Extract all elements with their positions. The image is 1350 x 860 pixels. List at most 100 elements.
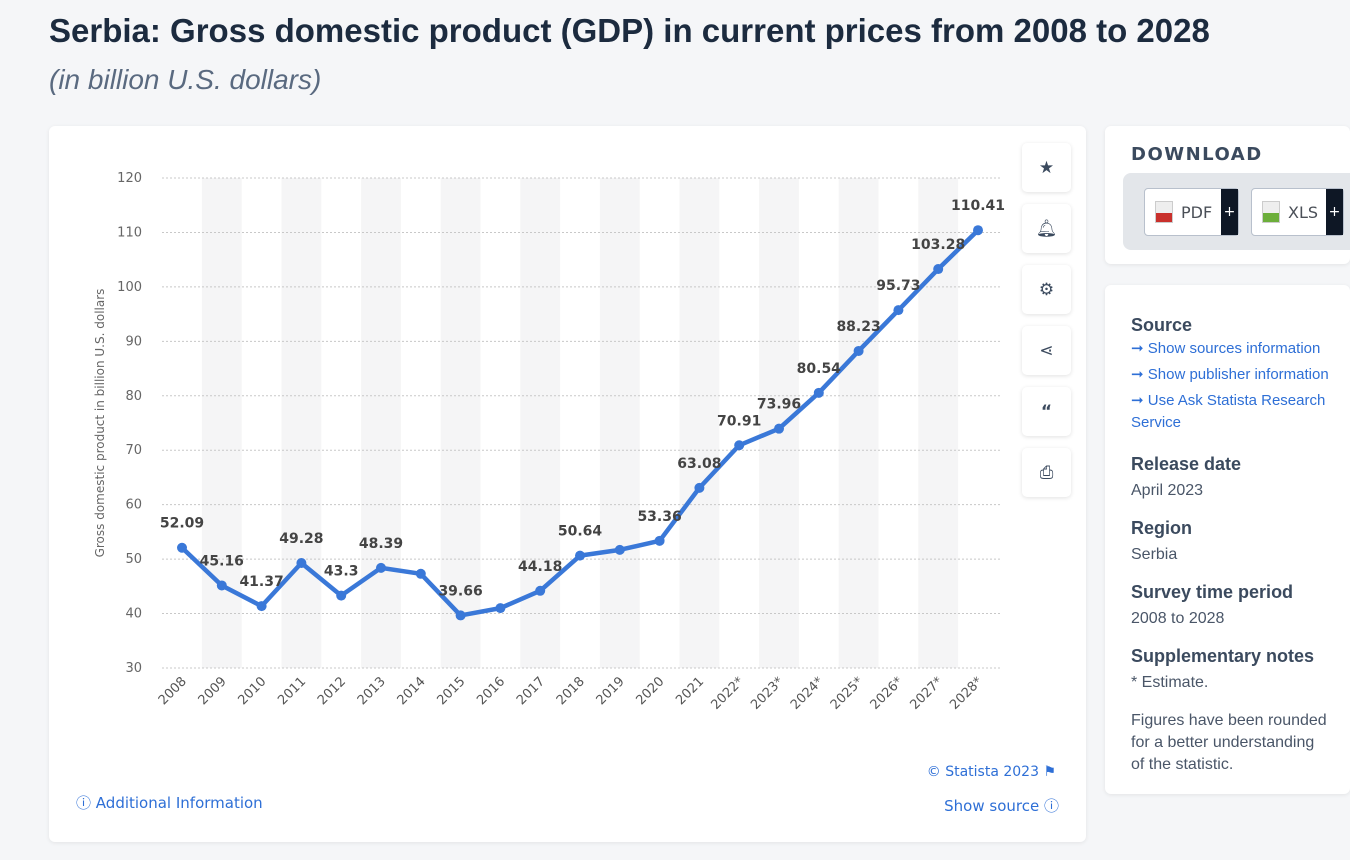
data-label: 41.37 xyxy=(239,574,283,590)
notes-value: * Estimate. xyxy=(1131,674,1209,691)
column-band xyxy=(759,178,799,668)
y-tick-label: 110 xyxy=(117,225,142,240)
chart-card: 30 40 50 60 70 80 90 100 110 120 Gross domestic pr… xyxy=(49,126,1086,842)
line-chart: 30 40 50 60 70 80 90 100 110 120 Gross domestic pr… xyxy=(93,171,1005,713)
plus-icon: + xyxy=(1326,189,1343,235)
xls-file-icon xyxy=(1262,201,1280,223)
info-icon: ⓘ xyxy=(1043,797,1059,815)
x-tick-label: 2012 xyxy=(315,674,349,708)
show-source-label: Show source xyxy=(944,797,1040,815)
column-band xyxy=(679,178,720,668)
period-section: Survey time period 2008 to 2028 xyxy=(1131,582,1332,630)
x-tick-label: 2011 xyxy=(275,674,309,708)
settings-button[interactable]: ⚙ xyxy=(1022,265,1071,314)
data-label: 49.28 xyxy=(279,531,323,547)
x-tick-label: 2025* xyxy=(828,674,867,713)
print-icon: ⎙ xyxy=(1039,462,1054,483)
download-xls-button[interactable]: XLS + xyxy=(1251,188,1344,236)
link-label: Show publisher information xyxy=(1147,366,1329,383)
statista-copyright[interactable]: © Statista 2023 ⚑ xyxy=(927,764,1056,780)
notification-button[interactable]: 🔔︎ xyxy=(1022,204,1071,253)
x-tick-label: 2022* xyxy=(708,674,747,713)
share-button[interactable]: ⋖ xyxy=(1022,326,1071,375)
data-label: 53.36 xyxy=(637,509,681,525)
x-tick-label: 2018 xyxy=(554,674,588,708)
data-point xyxy=(893,305,904,316)
download-heading: DOWNLOAD xyxy=(1131,144,1263,165)
data-point xyxy=(336,590,347,601)
column-band xyxy=(440,178,481,668)
column-band xyxy=(918,178,959,668)
gear-icon: ⚙ xyxy=(1038,279,1055,300)
data-label: 43.3 xyxy=(324,564,359,580)
show-source-link[interactable]: Show source ⓘ xyxy=(944,795,1059,816)
data-point xyxy=(415,568,426,579)
notes-section: Supplementary notes * Estimate. xyxy=(1131,646,1332,694)
page-title: Serbia: Gross domestic product (GDP) in … xyxy=(49,12,1210,49)
x-tick-label: 2028* xyxy=(947,674,986,713)
period-heading: Survey time period xyxy=(1131,582,1294,602)
data-point xyxy=(813,387,824,398)
x-tick-label: 2019 xyxy=(594,674,628,708)
y-tick-label: 50 xyxy=(125,552,142,567)
cite-button[interactable]: “ xyxy=(1022,387,1071,436)
data-label: 50.64 xyxy=(558,524,603,540)
data-point xyxy=(694,482,705,493)
x-tick-label: 2017 xyxy=(514,674,548,708)
data-label: 88.23 xyxy=(836,319,880,335)
x-tick-label: 2010 xyxy=(235,674,269,708)
x-tick-label: 2016 xyxy=(474,674,508,708)
share-icon: ⋖ xyxy=(1039,340,1054,361)
source-heading: Source xyxy=(1131,315,1193,335)
copyright-text: © Statista 2023 xyxy=(926,764,1039,780)
data-label: 45.16 xyxy=(200,553,244,569)
release-heading: Release date xyxy=(1131,454,1242,474)
y-tick-label: 120 xyxy=(117,171,142,186)
release-section: Release date April 2023 xyxy=(1131,454,1332,502)
y-tick-label: 30 xyxy=(125,661,142,676)
data-label: 48.39 xyxy=(359,536,403,552)
data-label: 80.54 xyxy=(797,361,842,377)
publisher-link[interactable]: ➞ Show publisher information xyxy=(1131,366,1329,383)
x-tick-label: 2021 xyxy=(673,674,707,708)
download-pdf-button[interactable]: PDF + xyxy=(1144,188,1239,236)
data-label: 70.91 xyxy=(717,413,761,429)
x-tick-label: 2027* xyxy=(907,674,946,713)
data-label: 63.08 xyxy=(677,456,721,472)
data-point xyxy=(535,585,546,596)
region-value: Serbia xyxy=(1131,546,1178,563)
data-point xyxy=(177,542,187,553)
research-service-link[interactable]: ➞ Use Ask Statista Research Service xyxy=(1131,392,1326,431)
x-tick-label: 2015 xyxy=(434,674,468,708)
page-subtitle: (in billion U.S. dollars) xyxy=(49,64,322,95)
bell-icon: 🔔︎ xyxy=(1035,218,1058,239)
data-label: 44.18 xyxy=(518,559,562,575)
quote-icon: “ xyxy=(1040,401,1053,422)
y-tick-label: 100 xyxy=(117,280,142,295)
data-point xyxy=(455,610,466,621)
x-tick-label: 2024* xyxy=(788,674,827,713)
data-point xyxy=(654,535,665,546)
source-section: Source ➞ Show sources information ➞ Show… xyxy=(1131,315,1332,438)
column-band xyxy=(838,178,879,668)
data-label: 110.41 xyxy=(951,198,1005,214)
data-label: 39.66 xyxy=(438,583,482,599)
print-button[interactable]: ⎙ xyxy=(1022,448,1071,497)
data-point xyxy=(933,264,944,275)
x-tick-label: 2014 xyxy=(395,674,429,708)
source-link[interactable]: ➞ Show sources information xyxy=(1131,340,1321,357)
y-tick-label: 90 xyxy=(125,334,142,349)
data-point xyxy=(376,562,386,573)
y-tick-label: 60 xyxy=(125,498,142,513)
data-point xyxy=(575,550,585,561)
data-label: 52.09 xyxy=(160,516,204,532)
data-label: 103.28 xyxy=(911,237,965,253)
info-icon: ⓘ xyxy=(76,794,92,812)
notes-heading: Supplementary notes xyxy=(1131,646,1315,666)
data-point xyxy=(495,603,506,614)
favorite-button[interactable]: ★ xyxy=(1022,143,1071,192)
release-value: April 2023 xyxy=(1131,482,1204,499)
region-heading: Region xyxy=(1131,518,1192,538)
notes-paragraph: Figures have been rounded for a better u… xyxy=(1131,712,1327,773)
additional-info-link[interactable]: ⓘ Additional Information xyxy=(76,792,263,813)
